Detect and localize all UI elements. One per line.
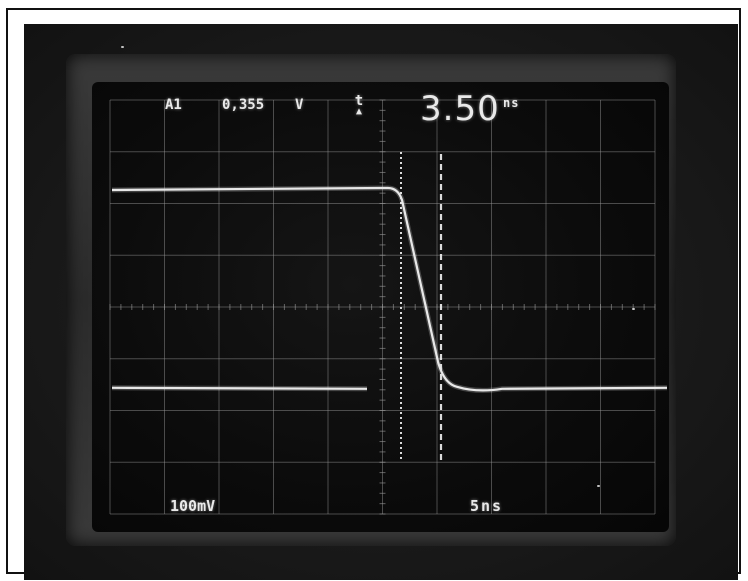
scope-display (109, 99, 668, 515)
graticule (109, 99, 656, 515)
delta-time-symbol: t (354, 93, 364, 109)
vertical-scale: 100mV (170, 497, 216, 515)
delta-marker-icon: ▲ (355, 106, 363, 117)
delta-time-icon: t ▲ (351, 93, 367, 117)
voltage-unit: V (295, 97, 304, 113)
screen-speck (121, 46, 124, 48)
waveform-traces (111, 185, 668, 393)
voltage-readout: 0,355 (222, 97, 265, 113)
horizontal-scale: 5ns (470, 497, 504, 515)
screen-speck (597, 485, 600, 487)
main-trace (111, 186, 668, 392)
main-trace-glow (111, 185, 668, 393)
reference-trace (111, 386, 368, 390)
screen-speck (632, 308, 635, 310)
delta-time-readout: 3.50 (420, 89, 500, 129)
channel-label: A1 (165, 97, 182, 113)
delta-time-unit: ns (503, 96, 520, 110)
time-cursors (400, 152, 443, 462)
